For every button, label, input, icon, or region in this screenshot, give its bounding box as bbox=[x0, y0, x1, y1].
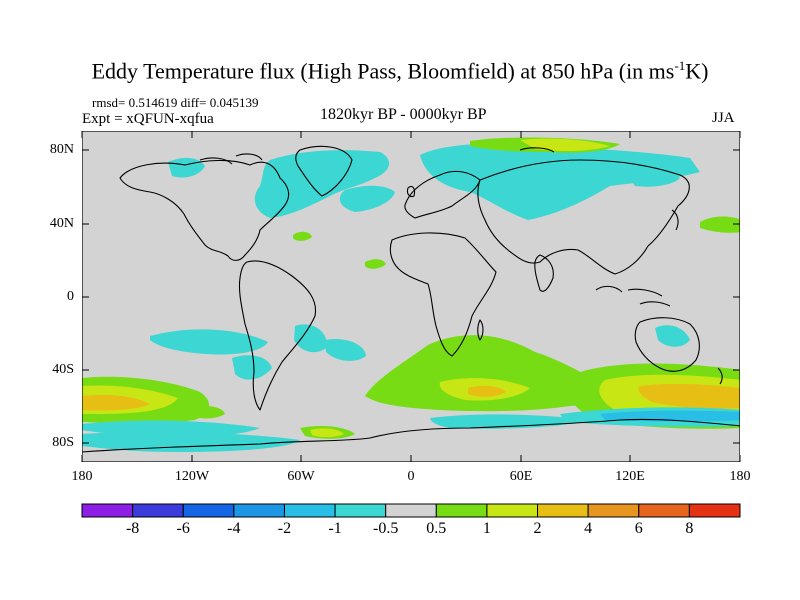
title-text: Eddy Temperature flux (High Pass, Bloomf… bbox=[91, 58, 675, 84]
colorbar-label: -2 bbox=[277, 520, 292, 537]
colorbar-swatch bbox=[233, 503, 285, 518]
period-label: 1820kyr BP - 0000kyr BP bbox=[320, 106, 487, 123]
colorbar-label: -4 bbox=[227, 520, 241, 537]
colorbar-swatch bbox=[385, 503, 437, 518]
anomaly-cyan bbox=[628, 170, 680, 187]
anomaly-cyan bbox=[150, 329, 268, 355]
coastline-india bbox=[534, 254, 554, 292]
colorbar-label: 1 bbox=[482, 520, 491, 537]
coastline-new-zealand bbox=[717, 367, 723, 385]
colorbar-swatch bbox=[435, 503, 488, 518]
colorbar-label: 8 bbox=[685, 520, 694, 537]
lat-label-40n: 40N bbox=[49, 216, 74, 231]
colorbar-swatch bbox=[182, 503, 235, 518]
chart-title: Eddy Temperature flux (High Pass, Bloomf… bbox=[0, 58, 800, 84]
lon-label-180e: 180 bbox=[729, 469, 751, 484]
anomaly-cyan bbox=[254, 150, 390, 218]
anomaly-green bbox=[365, 259, 386, 269]
coastline-asia bbox=[477, 159, 690, 275]
lat-label-40s: 40S bbox=[52, 362, 74, 377]
colorbar-label: -1 bbox=[328, 520, 342, 537]
title-unit-tail: K) bbox=[685, 58, 709, 84]
colorbar-label: -8 bbox=[125, 520, 140, 537]
experiment-label: Expt = xQFUN-xqfua bbox=[82, 111, 214, 127]
colorbar-swatch bbox=[486, 503, 539, 518]
coastline-antarctica bbox=[82, 418, 740, 453]
coastline-indonesia bbox=[595, 285, 671, 307]
north-anomalies bbox=[168, 137, 740, 269]
coastline-north-america bbox=[119, 159, 290, 261]
season-label: JJA bbox=[712, 110, 735, 126]
coastline-arctic-islands bbox=[199, 147, 555, 165]
lon-label-180w: 180 bbox=[71, 469, 93, 484]
anomaly-blue bbox=[600, 410, 740, 422]
colorbar-swatch bbox=[537, 503, 589, 518]
anomaly-orange bbox=[638, 383, 740, 409]
lon-label-60e: 60E bbox=[509, 469, 533, 484]
lon-label-120w: 120W bbox=[174, 469, 210, 484]
axis-ticks bbox=[81, 131, 741, 462]
coastline-greenland bbox=[295, 145, 353, 197]
coastline-japan bbox=[671, 209, 679, 231]
colorbar bbox=[81, 503, 741, 518]
colorbar-swatch bbox=[587, 503, 640, 518]
lat-label-80n: 80N bbox=[49, 142, 74, 157]
anomaly-cyan bbox=[325, 338, 366, 361]
colorbar-swatch bbox=[132, 503, 184, 518]
anomaly-cyan bbox=[232, 355, 272, 380]
coastline-europe bbox=[404, 170, 481, 219]
colorbar-label: 2 bbox=[533, 520, 542, 537]
anomaly-yellow bbox=[310, 428, 344, 438]
colorbar-label: 6 bbox=[634, 520, 643, 537]
anomaly-orange bbox=[468, 385, 506, 397]
title-superscript: -1 bbox=[674, 58, 686, 73]
anomaly-cyan bbox=[420, 143, 700, 220]
anomaly-cyan bbox=[294, 324, 327, 353]
coastline-south-america bbox=[238, 260, 317, 411]
anomaly-green bbox=[190, 406, 225, 419]
colorbar-label: -6 bbox=[176, 520, 190, 537]
lat-label-80s: 80S bbox=[52, 435, 74, 450]
stats-label: rmsd= 0.514619 diff= 0.045139 bbox=[92, 95, 259, 110]
south-anomalies bbox=[82, 324, 740, 452]
coastline-uk bbox=[406, 185, 416, 198]
coastlines bbox=[82, 145, 740, 453]
colorbar-label: -0.5 bbox=[373, 520, 399, 537]
colorbar-label: 0.5 bbox=[426, 520, 447, 537]
anomaly-cyan bbox=[339, 185, 395, 212]
anomaly-green bbox=[365, 335, 604, 412]
colorbar-swatch bbox=[638, 503, 690, 518]
colorbar-swatch bbox=[81, 503, 134, 518]
colorbar-swatch bbox=[688, 503, 741, 518]
colorbar-swatch bbox=[334, 503, 387, 518]
anomaly-green bbox=[293, 231, 312, 241]
coastline-madagascar bbox=[477, 319, 484, 341]
colorbar-label: 4 bbox=[584, 520, 593, 537]
lon-label-0: 0 bbox=[407, 469, 415, 484]
coastline-africa bbox=[389, 232, 497, 357]
map-panel bbox=[82, 131, 740, 462]
colorbar-swatch bbox=[283, 503, 336, 518]
lon-label-60w: 60W bbox=[287, 469, 315, 484]
anomaly-cyan bbox=[655, 325, 690, 347]
coastline-australia bbox=[634, 317, 700, 372]
lon-label-120e: 120E bbox=[615, 469, 645, 484]
lat-label-0: 0 bbox=[67, 289, 74, 304]
anomaly-cyan bbox=[82, 432, 300, 452]
anomaly-green bbox=[700, 216, 740, 233]
anomaly-cyan bbox=[430, 414, 590, 429]
anomaly-orange bbox=[82, 394, 150, 411]
